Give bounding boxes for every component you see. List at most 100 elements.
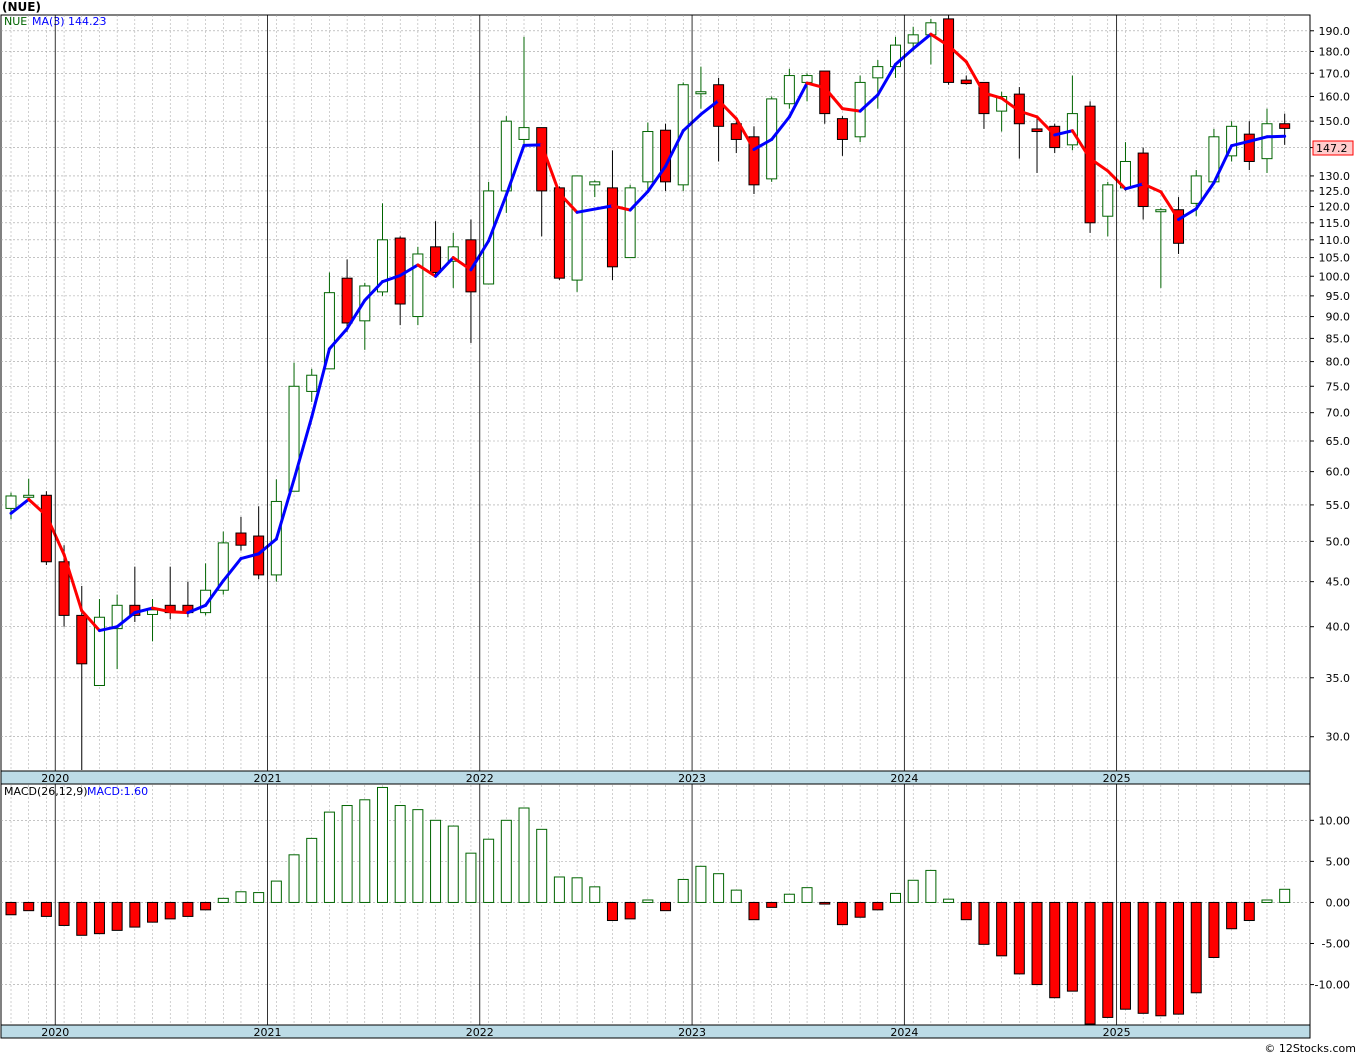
ma-segment [1141,182,1163,194]
macd-bar-positive [341,805,353,903]
macd-bar-negative [1066,901,1078,992]
macd-bar-positive [783,893,795,903]
candle-body-up [1155,209,1167,213]
macd-bar-negative [1190,901,1202,994]
ma-segment [204,579,225,607]
candle-body-down [1137,152,1149,208]
x-tick-label: 2024 [890,1026,918,1039]
candle [1226,121,1238,162]
macd-bar-negative [200,901,212,911]
candle [1049,123,1061,154]
ma-segment [858,93,880,113]
ma-segment [540,143,561,195]
ma-segment [752,137,774,151]
macd-bar-negative [1155,901,1167,1017]
ma-segment [982,91,1004,100]
macd-bar-negative [111,901,123,931]
price-tick-label: 110.0 [1319,234,1351,247]
macd-bar-positive [553,876,565,903]
price-tick-label: 130.0 [1319,170,1351,183]
price-tick-label: 120.0 [1319,201,1351,214]
ma-segment [734,117,756,151]
candle-body-up [1190,175,1202,204]
macd-bar-negative [23,901,35,912]
ma-segment [398,263,420,277]
candle [40,491,52,566]
ma-segment [310,347,331,419]
candle [1173,197,1185,254]
candle-body-up [783,75,795,105]
macd-bar-negative [1119,901,1131,1010]
ma-segment [1000,96,1021,113]
macd-bar-negative [40,901,52,917]
price-tick-label: 30.0 [1326,731,1351,744]
price-tick-label: 70.0 [1326,407,1351,420]
ma-segment [151,606,172,614]
price-tick-label: 95.0 [1326,290,1351,303]
macd-bar-positive [288,854,300,903]
macd-bar-negative [1049,901,1061,999]
ma-segment [363,280,384,302]
macd-bar-positive [394,805,406,903]
macd-bar-negative [1137,901,1149,1014]
candle-body-down [748,136,760,186]
ma-segment [823,86,844,111]
macd-bar-negative [1031,901,1043,986]
candle [1261,108,1273,173]
price-tick-label: 90.0 [1326,311,1351,324]
candle [447,232,459,288]
candle [606,150,618,281]
macd-tick-label: 10.00 [1319,814,1351,827]
x-tick-label: 2022 [466,1026,494,1039]
x-tick-label: 2023 [678,1026,706,1039]
macd-bar-positive [730,889,742,903]
candle-body-down [1173,209,1185,244]
macd-tick-label: -10.00 [1315,979,1350,992]
candle [376,203,388,296]
candle [111,594,123,670]
candle-body-up [23,494,35,498]
macd-bar-negative [164,901,176,920]
legend-ma-label: MA(3) [32,15,65,28]
macd-bar-negative [76,901,88,936]
macd-bar-positive [447,825,459,903]
candle-body-down [1279,123,1291,129]
macd-x-labels: 2020 2021 2022 2023 2024 2025 [41,784,1131,1039]
candle [677,82,689,191]
candle-body-up [677,84,689,186]
candlesticks [5,15,1291,770]
macd-bar-positive [801,887,813,903]
macd-panel: -10.00 -5.00 0.00 5.00 10.00 MACD(26,12,9) M… [0,783,1351,1026]
candle-body-down [394,237,406,305]
candle [1155,208,1167,288]
price-tick-label: 115.0 [1319,217,1351,230]
candle [1102,181,1114,237]
macd-bar-positive [465,852,477,903]
candle [323,272,335,370]
candle [235,516,247,551]
ma-segment [787,81,809,119]
macd-tick-label: 5.00 [1326,855,1351,868]
candle-body-up [5,495,17,509]
ma-segment [133,606,155,615]
ma-segment [805,81,827,90]
price-tick-label: 80.0 [1326,356,1351,369]
macd-bar-positive [235,891,247,903]
ma-segment [416,263,438,278]
candle-body-down [553,187,565,279]
macd-bar-negative [5,901,17,916]
macd-bar-negative [978,901,990,945]
candle [217,531,229,595]
candle [730,121,742,154]
ma-segment [345,298,367,331]
ma-segment [575,207,597,214]
ma-segment [274,477,296,541]
ma-segment [947,44,968,64]
ma-segment [9,497,31,515]
ma-segment [1265,134,1287,139]
ma-segment [646,164,668,194]
ma-segment [664,129,685,168]
candle [589,180,601,198]
macd-bar-positive [642,899,654,903]
macd-bar-positive [376,786,388,903]
